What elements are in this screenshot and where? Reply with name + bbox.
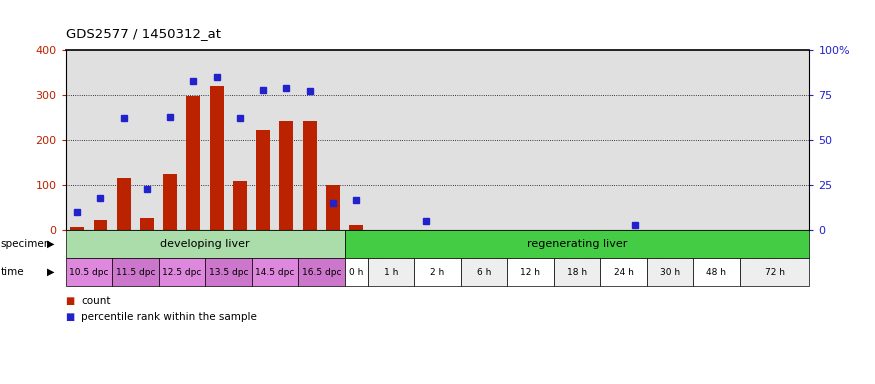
Bar (507, 258, 554, 286)
Text: 24 h: 24 h (613, 268, 634, 276)
Bar (693, 258, 739, 286)
Bar (345, 258, 368, 286)
Bar (368, 258, 414, 286)
Bar (233, 181, 247, 230)
Text: GDS2577 / 1450312_at: GDS2577 / 1450312_at (66, 27, 220, 40)
Bar (186, 96, 200, 230)
Bar (158, 258, 205, 286)
Text: ▶: ▶ (46, 239, 54, 249)
Bar (66, 258, 112, 286)
Bar (414, 258, 461, 286)
Text: developing liver: developing liver (160, 239, 250, 249)
Text: 18 h: 18 h (567, 268, 587, 276)
Text: 48 h: 48 h (706, 268, 726, 276)
Bar (256, 130, 270, 230)
Text: 10.5 dpc: 10.5 dpc (69, 268, 108, 276)
Bar (116, 179, 130, 230)
Text: time: time (1, 267, 24, 277)
Bar (600, 258, 647, 286)
Text: regenerating liver: regenerating liver (527, 239, 627, 249)
Text: 1 h: 1 h (384, 268, 398, 276)
Bar (345, 230, 809, 258)
Bar (279, 121, 293, 230)
Text: ■: ■ (66, 312, 75, 322)
Text: 13.5 dpc: 13.5 dpc (208, 268, 248, 276)
Text: 12 h: 12 h (521, 268, 541, 276)
Bar (112, 258, 158, 286)
Text: 72 h: 72 h (765, 268, 785, 276)
Text: 30 h: 30 h (660, 268, 680, 276)
Bar (739, 258, 809, 286)
Bar (349, 225, 363, 230)
Bar (326, 185, 340, 230)
Bar (303, 121, 317, 230)
Bar (164, 174, 177, 230)
Text: specimen: specimen (1, 239, 52, 249)
Text: 0 h: 0 h (349, 268, 363, 276)
Text: 6 h: 6 h (477, 268, 491, 276)
Bar (461, 258, 507, 286)
Bar (205, 258, 252, 286)
Text: 11.5 dpc: 11.5 dpc (116, 268, 155, 276)
Bar (70, 227, 84, 230)
Bar (94, 220, 108, 230)
Bar (554, 258, 600, 286)
Text: count: count (81, 296, 111, 306)
Bar (647, 258, 693, 286)
Bar (140, 218, 154, 230)
Text: 2 h: 2 h (430, 268, 444, 276)
Text: 14.5 dpc: 14.5 dpc (255, 268, 295, 276)
Text: 16.5 dpc: 16.5 dpc (302, 268, 341, 276)
Text: 12.5 dpc: 12.5 dpc (162, 268, 201, 276)
Text: ■: ■ (66, 296, 75, 306)
Bar (252, 258, 298, 286)
Bar (66, 230, 345, 258)
Bar (210, 86, 224, 230)
Bar (298, 258, 345, 286)
Text: ▶: ▶ (46, 267, 54, 277)
Text: percentile rank within the sample: percentile rank within the sample (81, 312, 257, 322)
